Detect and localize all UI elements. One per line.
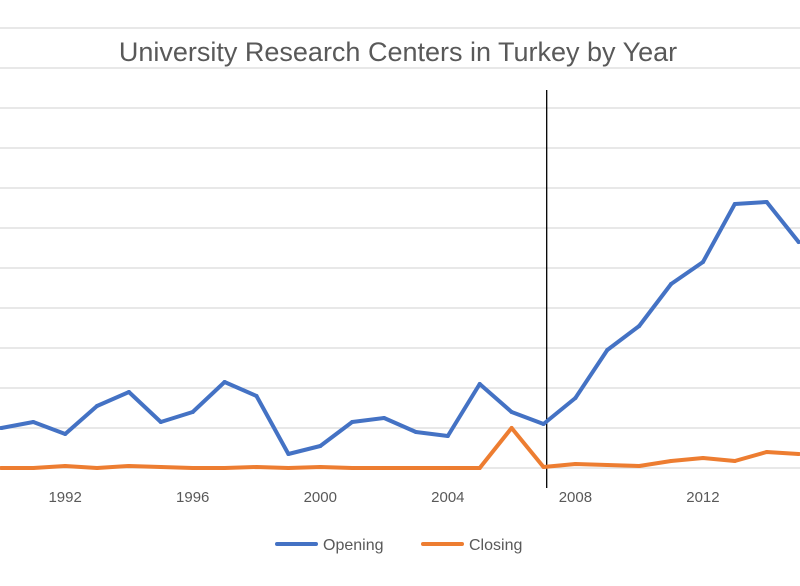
series-line-opening bbox=[0, 200, 800, 456]
data-point-opening bbox=[286, 452, 291, 456]
data-point-opening bbox=[605, 348, 610, 352]
data-point-opening bbox=[31, 420, 36, 424]
x-tick-label: 2008 bbox=[559, 489, 592, 506]
x-tick-label: 2012 bbox=[686, 489, 719, 506]
x-tick-label: 2004 bbox=[431, 489, 464, 506]
data-point-closing bbox=[350, 466, 355, 470]
x-tick-label: 2000 bbox=[304, 489, 337, 506]
data-point-opening bbox=[0, 426, 4, 430]
data-point-opening bbox=[190, 410, 195, 414]
data-point-closing bbox=[573, 462, 578, 466]
x-axis: 1992 1996 2000 2004 2008 2012 bbox=[48, 489, 719, 506]
x-tick-label: 1992 bbox=[48, 489, 81, 506]
data-point-closing bbox=[95, 466, 100, 470]
data-point-opening bbox=[95, 404, 100, 408]
series-lines bbox=[0, 200, 800, 470]
data-point-closing bbox=[318, 465, 323, 469]
legend-label: Closing bbox=[469, 537, 522, 554]
data-point-closing bbox=[158, 465, 163, 469]
data-point-closing bbox=[605, 463, 610, 467]
data-point-opening bbox=[445, 434, 450, 438]
data-point-closing bbox=[222, 466, 227, 470]
data-point-closing bbox=[413, 466, 418, 470]
chart-title: University Research Centers in Turkey by… bbox=[119, 37, 677, 67]
data-point-opening bbox=[413, 430, 418, 434]
data-point-closing bbox=[637, 464, 642, 468]
data-point-closing bbox=[477, 466, 482, 470]
data-point-opening bbox=[158, 420, 163, 424]
data-point-opening bbox=[764, 200, 769, 204]
data-point-closing bbox=[382, 466, 387, 470]
data-point-opening bbox=[477, 382, 482, 386]
data-point-closing bbox=[509, 426, 514, 430]
data-point-opening bbox=[573, 396, 578, 400]
legend-item-closing: Closing bbox=[421, 537, 522, 554]
data-point-opening bbox=[796, 240, 800, 244]
data-point-closing bbox=[190, 466, 195, 470]
gridlines bbox=[0, 27, 800, 469]
data-point-closing bbox=[732, 459, 737, 463]
data-point-closing bbox=[63, 464, 68, 468]
data-point-opening bbox=[669, 282, 674, 286]
data-point-closing bbox=[700, 456, 705, 460]
legend: Opening Closing bbox=[275, 537, 522, 554]
data-point-closing bbox=[541, 465, 546, 469]
data-point-opening bbox=[254, 394, 259, 398]
series-line-closing bbox=[0, 426, 800, 470]
data-point-closing bbox=[764, 450, 769, 454]
data-point-closing bbox=[31, 466, 36, 470]
data-point-closing bbox=[254, 465, 259, 469]
data-point-opening bbox=[509, 410, 514, 414]
data-point-closing bbox=[669, 459, 674, 463]
legend-item-opening: Opening bbox=[275, 537, 384, 554]
data-point-closing bbox=[0, 466, 4, 470]
data-point-closing bbox=[796, 452, 800, 456]
data-point-opening bbox=[318, 444, 323, 448]
legend-label: Opening bbox=[323, 537, 384, 554]
x-tick-label: 1996 bbox=[176, 489, 209, 506]
data-point-opening bbox=[382, 416, 387, 420]
data-point-closing bbox=[445, 466, 450, 470]
data-point-opening bbox=[637, 324, 642, 328]
data-point-opening bbox=[350, 420, 355, 424]
data-point-opening bbox=[541, 422, 546, 426]
data-point-opening bbox=[732, 202, 737, 206]
data-point-closing bbox=[286, 466, 291, 470]
data-point-opening bbox=[126, 390, 131, 394]
data-point-opening bbox=[63, 432, 68, 436]
data-point-closing bbox=[126, 464, 131, 468]
data-point-opening bbox=[700, 260, 705, 264]
data-point-opening bbox=[222, 380, 227, 384]
